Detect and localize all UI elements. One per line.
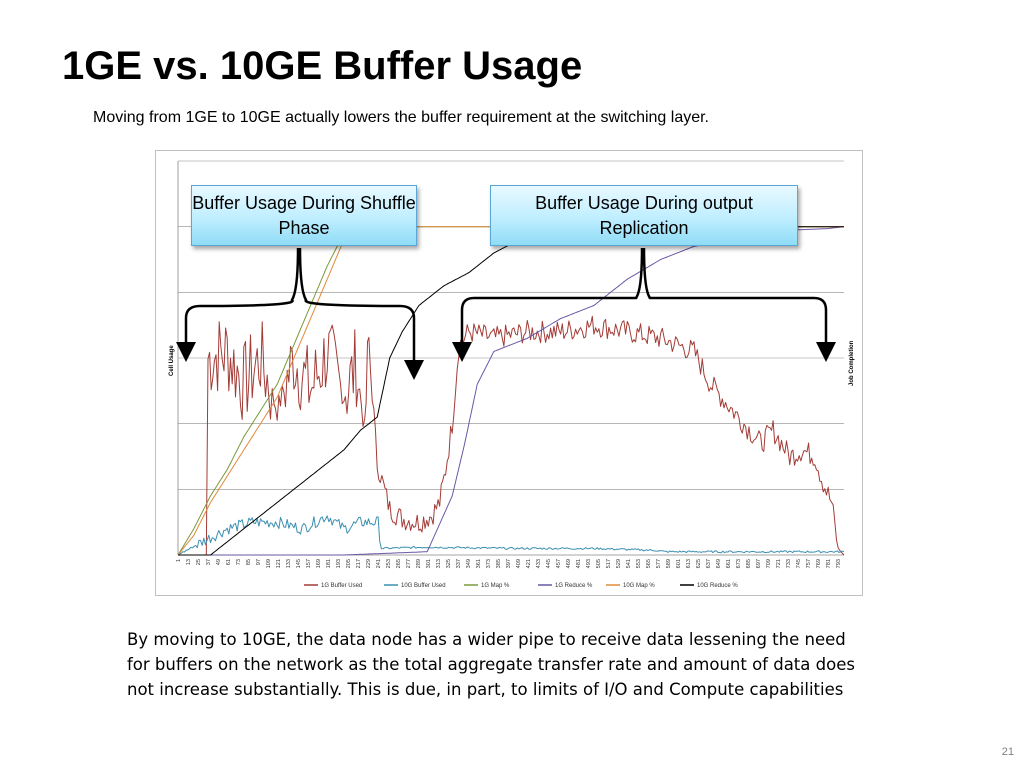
x-tick-label: 349	[466, 559, 472, 568]
slide-title: 1GE vs. 10GE Buffer Usage	[62, 44, 583, 88]
x-tick-label: 709	[766, 559, 772, 568]
legend-item: 1G Map %	[464, 583, 510, 589]
x-tick-label: 361	[476, 559, 482, 568]
legend-label: 1G Map %	[481, 583, 510, 589]
x-tick-label: 85	[246, 559, 252, 565]
x-tick-label: 637	[706, 559, 712, 568]
x-tick-label: 301	[426, 559, 432, 568]
x-tick-label: 769	[816, 559, 822, 568]
x-tick-label: 733	[786, 559, 792, 568]
x-tick-label: 169	[316, 559, 322, 568]
legend-item: 1G Reduce %	[538, 583, 593, 589]
x-tick-label: 649	[716, 559, 722, 568]
series-line	[177, 226, 844, 556]
x-tick-label: 661	[726, 559, 732, 568]
x-tick-label: 109	[266, 559, 272, 568]
x-tick-label: 37	[206, 559, 212, 565]
output-replication-callout: Buffer Usage During output Replication	[490, 185, 798, 246]
x-tick-label: 133	[286, 559, 292, 568]
x-tick-label: 529	[616, 559, 622, 568]
x-tick-label: 781	[826, 559, 832, 568]
x-tick-label: 613	[686, 559, 692, 568]
x-tick-label: 145	[296, 559, 302, 568]
x-tick-label: 589	[666, 559, 672, 568]
x-tick-label: 421	[526, 559, 532, 568]
legend-item: 10G Buffer Used	[384, 583, 446, 589]
x-tick-label: 289	[416, 559, 422, 568]
x-tick-label: 409	[516, 559, 522, 568]
x-tick-label: 685	[746, 559, 752, 568]
x-tick-label: 493	[586, 559, 592, 568]
slide-body-text: By moving to 10GE, the data node has a w…	[127, 630, 855, 699]
x-tick-label: 553	[636, 559, 642, 568]
legend-item: 10G Reduce %	[680, 583, 738, 589]
x-tick-label: 1	[176, 559, 182, 562]
slide-subtitle: Moving from 1GE to 10GE actually lowers …	[93, 109, 709, 126]
x-tick-label: 601	[676, 559, 682, 568]
x-tick-label: 217	[356, 559, 362, 568]
x-tick-label: 721	[776, 559, 782, 568]
x-tick-label: 97	[256, 559, 262, 565]
x-tick-label: 697	[756, 559, 762, 568]
x-tick-label: 505	[596, 559, 602, 568]
legend-label: 10G Map %	[623, 583, 655, 589]
x-tick-label: 73	[236, 559, 242, 565]
buffer-usage-chart: 1 13 25 37 49 61 73 85 97 109 121 133 145 157 169 181 19…	[169, 160, 855, 589]
x-tick-label: 481	[576, 559, 582, 568]
x-tick-label: 373	[486, 559, 492, 568]
x-tick-label: 541	[626, 559, 632, 568]
x-tick-label: 13	[186, 559, 192, 565]
x-tick-label: 229	[366, 559, 372, 568]
x-tick-label: 337	[456, 559, 462, 568]
x-tick-label: 241	[376, 559, 382, 568]
chart-legend: 1G Buffer Used 10G Buffer Used 1G Map % 1G …	[304, 583, 738, 589]
x-tick-label: 253	[386, 559, 392, 568]
x-tick-label: 325	[446, 559, 452, 568]
x-tick-label: 397	[506, 559, 512, 568]
legend-label: 1G Reduce %	[555, 583, 593, 589]
shuffle-phase-callout: Buffer Usage During Shuffle Phase	[191, 185, 417, 246]
series-line	[177, 226, 844, 556]
x-tick-label: 757	[806, 559, 812, 568]
x-tick-label: 433	[536, 559, 542, 568]
x-tick-label: 577	[656, 559, 662, 568]
x-tick-label: 61	[226, 559, 232, 565]
x-tick-label: 385	[496, 559, 502, 568]
x-tick-label: 517	[606, 559, 612, 568]
x-tick-label: 181	[326, 559, 332, 568]
x-tick-label: 469	[566, 559, 572, 568]
x-tick-label: 745	[796, 559, 802, 568]
series-layer	[177, 226, 845, 556]
y-axis-label: Cell Usage	[169, 345, 175, 376]
series-line	[178, 226, 845, 556]
x-tick-label: 457	[556, 559, 562, 568]
page-number: 21	[1001, 746, 1014, 758]
x-tick-label: 313	[436, 559, 442, 568]
series-line	[178, 315, 845, 556]
legend-item: 10G Map %	[606, 583, 655, 589]
x-tick-label: 673	[736, 559, 742, 568]
x-tick-labels: 1 13 25 37 49 61 73 85 97 109 121 133 145 157 169 181 19…	[176, 559, 842, 568]
x-tick-label: 793	[836, 559, 842, 568]
x-tick-label: 157	[306, 559, 312, 568]
x-tick-label: 265	[396, 559, 402, 568]
x-tick-label: 445	[546, 559, 552, 568]
legend-label: 1G Buffer Used	[321, 583, 362, 589]
x-tick-label: 205	[346, 559, 352, 568]
legend-label: 10G Reduce %	[697, 583, 738, 589]
x-tick-label: 49	[216, 559, 222, 565]
x-tick-label: 625	[696, 559, 702, 568]
legend-item: 1G Buffer Used	[304, 583, 362, 589]
x-tick-label: 277	[406, 559, 412, 568]
series-line	[177, 515, 845, 556]
x-tick-label: 565	[646, 559, 652, 568]
x-tick-label: 25	[196, 559, 202, 565]
y2-axis-label: Job Completion	[849, 340, 855, 386]
x-tick-label: 121	[276, 559, 282, 568]
series-line	[178, 226, 844, 556]
x-tick-label: 193	[336, 559, 342, 568]
legend-label: 10G Buffer Used	[401, 583, 446, 589]
